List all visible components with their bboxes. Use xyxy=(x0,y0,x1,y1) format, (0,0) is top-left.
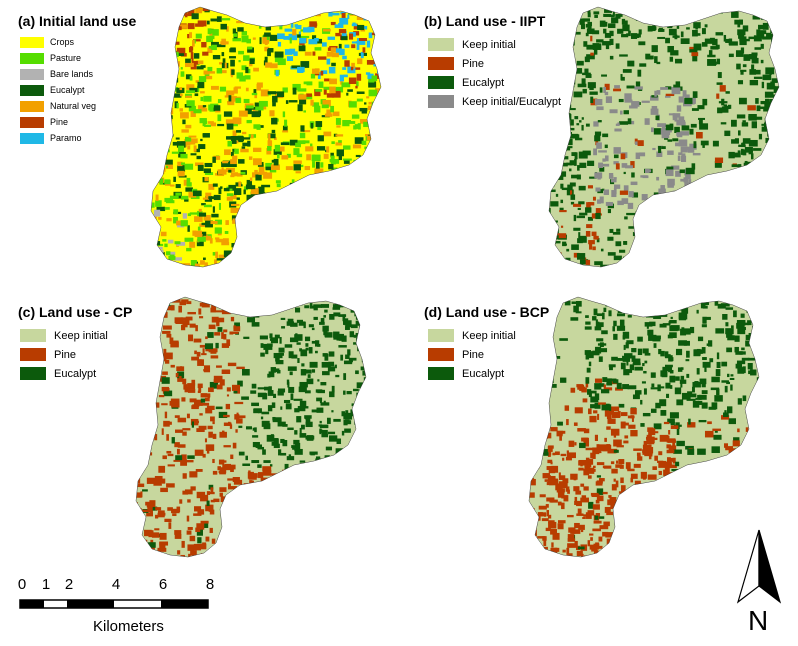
legend-item-eucalypt: Eucalypt xyxy=(20,364,108,383)
legend-item-pine: Pine xyxy=(428,54,561,73)
legend-item-eucalypt: Eucalypt xyxy=(428,73,561,92)
legend-label: Eucalypt xyxy=(462,367,505,380)
legend-swatch xyxy=(428,348,454,361)
legend-item-pine: Pine xyxy=(20,345,108,364)
scale-tick-label: 4 xyxy=(111,576,121,593)
legend-item-natural-veg: Natural veg xyxy=(20,98,96,114)
legend-item-keep-initial: Keep initial xyxy=(428,35,561,54)
land-use-raster xyxy=(529,297,759,557)
scale-unit-label: Kilometers xyxy=(93,618,164,635)
panel-c-legend: Keep initial Pine Eucalypt xyxy=(20,326,108,383)
legend-item-keep-initial: Keep initial xyxy=(428,326,516,345)
legend-swatch xyxy=(428,38,454,51)
north-label: N xyxy=(748,605,769,636)
scale-tick-label: 1 xyxy=(41,576,51,593)
legend-label: Keep initial xyxy=(54,329,108,342)
legend-swatch xyxy=(20,116,44,128)
legend-label: Eucalypt xyxy=(462,76,505,89)
scale-tick-label: 6 xyxy=(158,576,168,593)
panel-d-legend: Keep initial Pine Eucalypt xyxy=(428,326,516,383)
watershed-boundary xyxy=(548,6,780,268)
legend-swatch xyxy=(20,84,44,96)
legend-item-keep-initial-eucalypt: Keep initial/Eucalypt xyxy=(428,92,561,111)
legend-swatch xyxy=(428,76,454,89)
panel-b-title: (b) Land use - IIPT xyxy=(424,13,546,29)
legend-swatch xyxy=(428,57,454,70)
legend-label: Bare lands xyxy=(50,69,94,79)
land-use-raster xyxy=(151,7,381,267)
legend-label: Keep initial/Eucalypt xyxy=(462,95,562,108)
legend-swatch xyxy=(20,132,44,144)
legend-item-paramo: Paramo xyxy=(20,130,96,146)
legend-item-pine: Pine xyxy=(20,114,96,130)
legend-item-pine: Pine xyxy=(428,345,516,364)
scale-tick-label: 0 xyxy=(17,576,27,593)
panel-a-map xyxy=(150,6,382,268)
legend-item-bare-lands: Bare lands xyxy=(20,66,96,82)
watershed-boundary xyxy=(135,296,367,558)
legend-label: Pine xyxy=(462,348,485,361)
legend-label: Keep initial xyxy=(462,38,516,51)
legend-swatch xyxy=(20,329,46,342)
land-use-raster xyxy=(136,297,366,557)
panel-a-legend: Crops Pasture Bare lands Eucalypt Natural ve… xyxy=(20,34,96,146)
legend-swatch xyxy=(20,100,44,112)
watershed-boundary xyxy=(528,296,760,558)
legend-label: Eucalypt xyxy=(54,367,97,380)
legend-swatch xyxy=(20,36,44,48)
panel-b-map xyxy=(548,6,780,268)
legend-swatch xyxy=(20,348,46,361)
scale-bar-graphic xyxy=(19,599,209,609)
legend-label: Pine xyxy=(50,117,69,127)
legend-label: Keep initial xyxy=(462,329,516,342)
panel-c-title: (c) Land use - CP xyxy=(18,304,133,320)
legend-label: Pine xyxy=(54,348,77,361)
panel-c-map xyxy=(135,296,367,558)
legend-item-pasture: Pasture xyxy=(20,50,96,66)
legend-item-eucalypt: Eucalypt xyxy=(20,82,96,98)
legend-label: Crops xyxy=(50,37,75,47)
legend-item-eucalypt: Eucalypt xyxy=(428,364,516,383)
legend-item-keep-initial: Keep initial xyxy=(20,326,108,345)
legend-swatch xyxy=(428,95,454,108)
legend-swatch xyxy=(20,68,44,80)
legend-label: Natural veg xyxy=(50,101,97,111)
watershed-boundary xyxy=(150,6,382,268)
panel-d-map xyxy=(528,296,760,558)
legend-label: Pine xyxy=(462,57,485,70)
legend-label: Paramo xyxy=(50,133,82,143)
legend-swatch xyxy=(20,52,44,64)
scale-tick-label: 2 xyxy=(64,576,74,593)
panel-a-title: (a) Initial land use xyxy=(18,13,137,29)
legend-item-crops: Crops xyxy=(20,34,96,50)
land-use-raster xyxy=(549,7,779,267)
legend-swatch xyxy=(428,367,454,380)
legend-label: Eucalypt xyxy=(50,85,85,95)
legend-swatch xyxy=(428,329,454,342)
legend-swatch xyxy=(20,367,46,380)
panel-b-legend: Keep initial Pine Eucalypt Keep initial/Euc… xyxy=(428,35,561,111)
panel-d-title: (d) Land use - BCP xyxy=(424,304,550,320)
north-arrow-icon: N xyxy=(734,529,784,640)
scale-tick-label: 8 xyxy=(205,576,215,593)
legend-label: Pasture xyxy=(50,53,82,63)
